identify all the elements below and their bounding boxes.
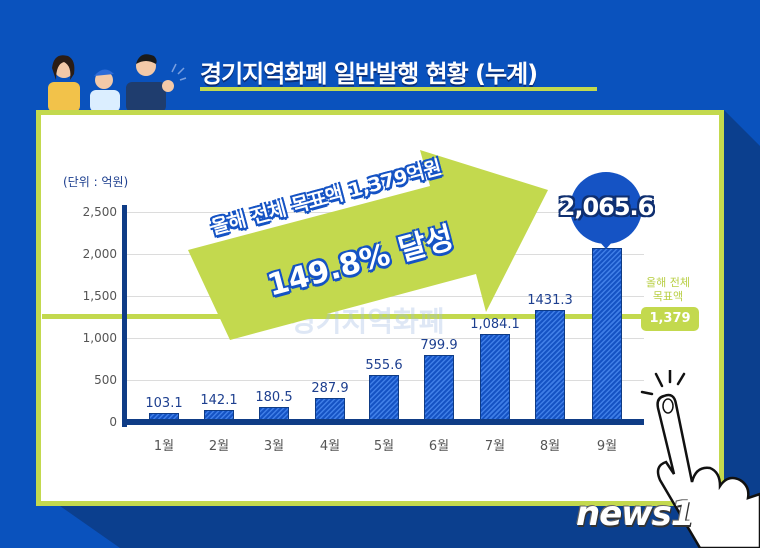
bar-jan <box>149 413 179 422</box>
bar-may <box>369 375 399 422</box>
y-tick: 2,500 <box>82 205 117 219</box>
unit-label: (단위 : 억원) <box>63 175 129 189</box>
bar-mar <box>259 407 289 422</box>
target-caption: 올해 전체 목표액 <box>628 276 708 304</box>
y-axis <box>122 205 127 427</box>
target-value-badge: 1,379 <box>641 307 699 331</box>
highlight-value: 2,065.6 <box>558 193 655 221</box>
bar-value-label: 287.9 <box>311 381 349 396</box>
target-reference-line <box>42 314 642 319</box>
bar-value-label: 142.1 <box>200 393 238 408</box>
x-label: 7월 <box>484 439 506 454</box>
bar-value-label: 1431.3 <box>527 293 573 308</box>
people-illustration <box>44 50 194 116</box>
x-axis <box>122 419 644 425</box>
x-label: 2월 <box>208 439 230 454</box>
target-caption-line1: 올해 전체 <box>646 276 690 289</box>
bar-apr <box>315 398 345 422</box>
x-label: 5월 <box>373 439 395 454</box>
y-tick: 1,000 <box>82 331 117 345</box>
pointing-hand-icon <box>640 370 760 548</box>
x-label: 1월 <box>153 439 175 454</box>
news1-logo: news1 <box>576 494 695 534</box>
bar-value-label: 180.5 <box>255 390 293 405</box>
x-label: 4월 <box>319 439 341 454</box>
page-title: 경기지역화폐 일반발행 현황 (누계) <box>200 60 538 88</box>
target-caption-line2: 목표액 <box>652 290 684 303</box>
x-label: 8월 <box>539 439 561 454</box>
x-label: 6월 <box>428 439 450 454</box>
bar-value-label: 799.9 <box>420 338 458 353</box>
bar-sep <box>592 248 622 422</box>
y-tick: 2,000 <box>82 247 117 261</box>
x-label: 9월 <box>596 439 618 454</box>
bar-value-label: 103.1 <box>145 396 183 411</box>
bar-value-label: 555.6 <box>365 358 403 373</box>
x-label: 3월 <box>263 439 285 454</box>
highlight-bubble-tip <box>598 240 614 249</box>
bar-aug <box>535 310 565 422</box>
bar-jun <box>424 355 454 422</box>
bar-value-label: 1,084.1 <box>470 317 520 332</box>
highlight-bubble <box>570 172 642 244</box>
bar-jul <box>480 334 510 422</box>
title-underline <box>200 87 597 91</box>
gridline <box>127 338 644 339</box>
y-tick: 1,500 <box>82 289 117 303</box>
y-tick: 500 <box>94 373 117 387</box>
y-tick: 0 <box>109 415 117 429</box>
